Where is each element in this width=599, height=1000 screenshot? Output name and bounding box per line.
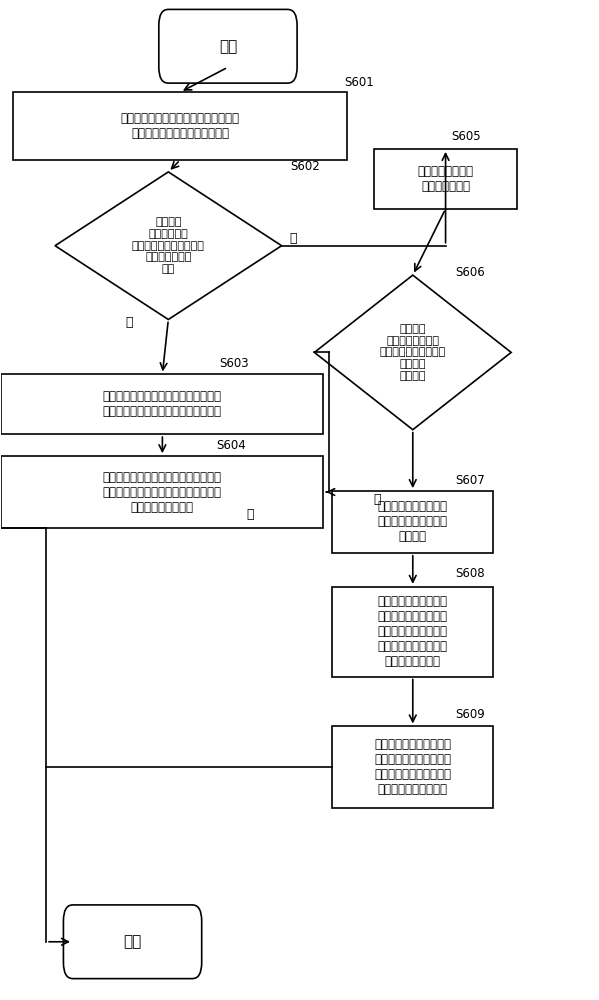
Bar	[1, 374, 323, 434]
Text: 控制第一网络设备针对
该群组召集信息回复一
回应信息: 控制第一网络设备针对 该群组召集信息回复一 回应信息	[378, 500, 448, 543]
Text: 接收第一网络设备回复
的回应信息，并基于该
回应信息控制第二网络
设备发送自身的网路地
址至第一网络设备: 接收第一网络设备回复 的回应信息，并基于该 回应信息控制第二网络 设备发送自身的…	[378, 595, 448, 668]
Bar	[13, 92, 347, 160]
Text: 是: 是	[373, 493, 381, 506]
FancyBboxPatch shape	[159, 9, 297, 83]
Text: 否: 否	[289, 232, 297, 245]
Polygon shape	[55, 172, 282, 320]
Text: S603: S603	[219, 357, 249, 370]
Text: S601: S601	[344, 76, 374, 89]
Bar	[332, 726, 493, 808]
FancyBboxPatch shape	[63, 905, 202, 979]
Text: 响应第一网络设备上的一指令，控制第
一网络设备发送一群组召集信息: 响应第一网络设备上的一指令，控制第 一网络设备发送一群组召集信息	[121, 112, 240, 140]
Text: 结束: 结束	[123, 934, 142, 949]
Text: 侦测第一
预设时间内是
否有接收到其他第二网络
设备回复一回应
信息: 侦测第一 预设时间内是 否有接收到其他第二网络 设备回复一回应 信息	[132, 218, 205, 274]
Polygon shape	[314, 275, 511, 430]
Bar	[1, 456, 323, 528]
Text: 控制第一网络设备
建立一第二群组: 控制第一网络设备 建立一第二群组	[418, 165, 474, 193]
Text: 开始: 开始	[219, 39, 237, 54]
Text: S605: S605	[452, 130, 481, 143]
Bar	[332, 587, 493, 677]
Bar	[332, 491, 493, 553]
Text: 是: 是	[126, 316, 134, 329]
Text: S607: S607	[456, 474, 485, 487]
Bar	[374, 149, 517, 209]
Text: 侦测第二
预设时间内是否有
接收到第二网络设备发
送的群组
召集信息: 侦测第二 预设时间内是否有 接收到第二网络设备发 送的群组 召集信息	[380, 324, 446, 381]
Text: S604: S604	[216, 439, 246, 452]
Text: 接收第一网络设备发送来的网路地址，
并将该网路地址加入至该第二网络设备
所建立的第一群组中: 接收第一网络设备发送来的网路地址， 并将该网路地址加入至该第二网络设备 所建立的…	[103, 471, 222, 514]
Text: 接收第二网络设备发送来
的网路地址，并将该网路
地址加入至该第一网络设
备所建立的第二群组中: 接收第二网络设备发送来 的网路地址，并将该网路 地址加入至该第一网络设 备所建立…	[374, 738, 451, 796]
Text: 否: 否	[247, 508, 255, 521]
Text: S606: S606	[456, 266, 485, 279]
Text: 控制第一网络设备发送自身的网路地址
至回复该群组召集信息的第二网络设备: 控制第一网络设备发送自身的网路地址 至回复该群组召集信息的第二网络设备	[103, 390, 222, 418]
Text: S608: S608	[456, 567, 485, 580]
Text: S602: S602	[291, 160, 320, 173]
Text: S609: S609	[456, 708, 485, 721]
